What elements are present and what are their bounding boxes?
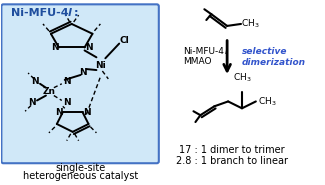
- Text: l: l: [225, 47, 228, 56]
- Text: Zn: Zn: [42, 87, 55, 96]
- Text: N: N: [85, 43, 92, 52]
- Text: MMAO: MMAO: [184, 57, 212, 66]
- Text: Ni: Ni: [95, 61, 106, 70]
- Text: l: l: [68, 8, 72, 18]
- Text: 17 : 1 dimer to trimer: 17 : 1 dimer to trimer: [179, 145, 285, 155]
- Text: :: :: [74, 8, 78, 18]
- Text: Ni-MFU-4: Ni-MFU-4: [184, 47, 225, 56]
- Text: CH$_3$: CH$_3$: [258, 95, 277, 108]
- Text: N: N: [31, 77, 39, 86]
- Text: N: N: [28, 98, 36, 107]
- Text: CH$_3$: CH$_3$: [233, 71, 251, 84]
- Text: single-site: single-site: [56, 163, 106, 173]
- Text: N: N: [55, 108, 63, 117]
- Text: N: N: [51, 43, 59, 52]
- Text: 2.8 : 1 branch to linear: 2.8 : 1 branch to linear: [176, 156, 288, 166]
- Text: N: N: [63, 77, 71, 86]
- Text: Ni-MFU-4: Ni-MFU-4: [11, 8, 69, 18]
- Text: N: N: [83, 108, 90, 117]
- Text: N: N: [79, 68, 86, 78]
- Text: selective: selective: [242, 47, 288, 56]
- Text: Cl: Cl: [119, 36, 129, 45]
- Text: dimerization: dimerization: [242, 58, 306, 67]
- Text: N: N: [63, 98, 71, 107]
- Text: heterogeneous catalyst: heterogeneous catalyst: [23, 171, 138, 181]
- Text: CH$_3$: CH$_3$: [241, 18, 260, 30]
- FancyBboxPatch shape: [1, 4, 159, 163]
